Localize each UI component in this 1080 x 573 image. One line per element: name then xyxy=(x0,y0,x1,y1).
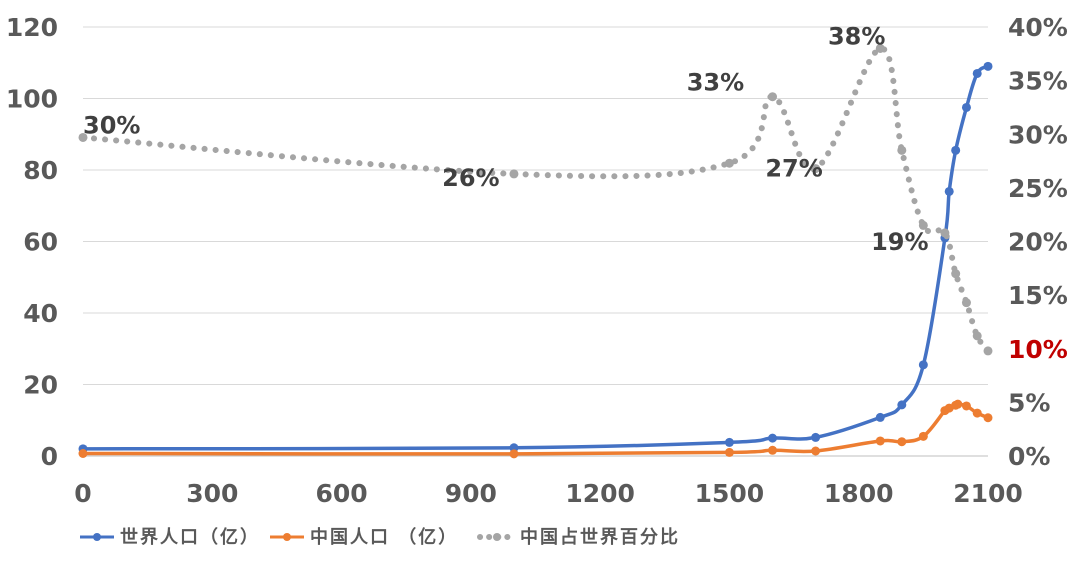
series-2 xyxy=(78,43,993,356)
series-point xyxy=(875,43,885,53)
data-label: 38% xyxy=(828,22,885,50)
series-point xyxy=(951,145,961,155)
series-point xyxy=(983,61,993,71)
series-point xyxy=(768,445,778,455)
series-0 xyxy=(78,61,993,454)
left-axis-tick-label: 40 xyxy=(23,299,58,328)
series-point xyxy=(811,164,821,174)
series-point xyxy=(897,437,907,447)
left-axis-tick-label: 100 xyxy=(6,85,58,114)
series-point xyxy=(953,399,963,409)
series-point xyxy=(724,447,734,457)
right-axis-tick-label: 25% xyxy=(1008,174,1068,203)
series-point xyxy=(944,186,954,196)
left-axis-tick-label: 60 xyxy=(23,228,58,257)
series-point xyxy=(918,431,928,441)
x-axis-tick-label: 0 xyxy=(74,479,91,508)
series-point xyxy=(972,331,982,341)
legend: 世界人口（亿） 中国人口 （亿） 中国占世界百分比 xyxy=(80,526,680,548)
data-label: 26% xyxy=(442,164,499,192)
series-point xyxy=(875,436,885,446)
series-line xyxy=(82,64,989,451)
right-axis-tick-label: 35% xyxy=(1008,67,1068,96)
series-group xyxy=(78,43,993,459)
data-label: 30% xyxy=(83,111,140,139)
left-axis-tick-label: 0 xyxy=(41,442,58,471)
right-axis-tick-label: 40% xyxy=(1008,13,1068,42)
series-point xyxy=(811,432,821,442)
series-point xyxy=(972,68,982,78)
series-point xyxy=(897,400,907,410)
right-axis-tick-label: 0% xyxy=(1008,442,1050,471)
series-point xyxy=(961,102,971,112)
right-axis-tick-label: 15% xyxy=(1008,281,1068,310)
x-axis-tick-label: 300 xyxy=(186,479,238,508)
series-point xyxy=(78,132,88,142)
series-point xyxy=(724,437,734,447)
series-point xyxy=(724,158,734,168)
series-point xyxy=(897,145,907,155)
legend-item-2: 中国占世界百分比 xyxy=(477,526,680,548)
legend-item-1: 中国人口 （亿） xyxy=(270,526,458,548)
legend-item-0: 世界人口（亿） xyxy=(80,526,260,548)
data-labels: 30% 26% 33% 27% 38% 19% xyxy=(83,22,929,256)
data-label: 19% xyxy=(871,228,928,256)
series-point xyxy=(972,408,982,418)
x-axis-tick-label: 2100 xyxy=(953,479,1023,508)
series-point xyxy=(811,446,821,456)
series-point xyxy=(918,220,928,230)
legend-label: 中国占世界百分比 xyxy=(520,526,680,548)
series-1 xyxy=(78,399,993,459)
series-point xyxy=(951,269,961,279)
x-axis-tick-label: 1500 xyxy=(695,479,765,508)
right-axis-tick-label: 20% xyxy=(1008,228,1068,257)
x-axis-tick-label: 600 xyxy=(315,479,367,508)
series-point xyxy=(768,92,778,102)
series-point xyxy=(983,413,993,423)
series-point xyxy=(961,298,971,308)
series-point xyxy=(961,401,971,411)
left-axis-tick-label: 20 xyxy=(23,371,58,400)
x-axis-tick-label: 900 xyxy=(445,479,497,508)
right-axis-tick-label: 10% xyxy=(1008,335,1068,364)
series-point xyxy=(509,449,519,459)
x-axis-ticks: 0 300 600 900 1200 1500 1800 2100 xyxy=(74,479,1023,508)
left-axis-tick-label: 80 xyxy=(23,156,58,185)
data-label: 33% xyxy=(687,69,744,97)
series-point xyxy=(875,412,885,422)
x-axis-tick-label: 1200 xyxy=(565,479,635,508)
legend-label: 世界人口（亿） xyxy=(120,526,260,548)
data-label: 27% xyxy=(765,155,822,183)
right-axis-tick-label: 5% xyxy=(1008,388,1050,417)
left-axis-tick-label: 120 xyxy=(6,13,58,42)
series-point xyxy=(918,360,928,370)
series-point xyxy=(509,169,519,179)
series-point xyxy=(78,448,88,458)
series-point xyxy=(940,228,950,238)
gridlines xyxy=(83,26,988,457)
series-point xyxy=(983,346,993,356)
legend-marker xyxy=(93,533,101,541)
legend-marker xyxy=(283,533,291,541)
left-axis-ticks: 0 20 40 60 80 100 120 xyxy=(6,13,58,471)
series-line xyxy=(80,45,991,354)
right-axis-ticks: 0% 5% 10% 15% 20% 25% 30% 35% 40% xyxy=(1008,13,1068,471)
x-axis-tick-label: 1800 xyxy=(824,479,894,508)
legend-label: 中国人口 （亿） xyxy=(310,526,458,548)
series-point xyxy=(768,433,778,443)
legend-marker xyxy=(493,533,501,541)
right-axis-tick-label: 30% xyxy=(1008,120,1068,149)
